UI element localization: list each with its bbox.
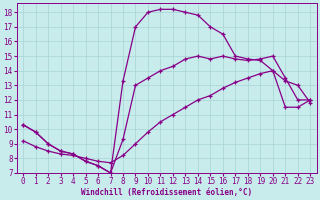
X-axis label: Windchill (Refroidissement éolien,°C): Windchill (Refroidissement éolien,°C) [81,188,252,197]
